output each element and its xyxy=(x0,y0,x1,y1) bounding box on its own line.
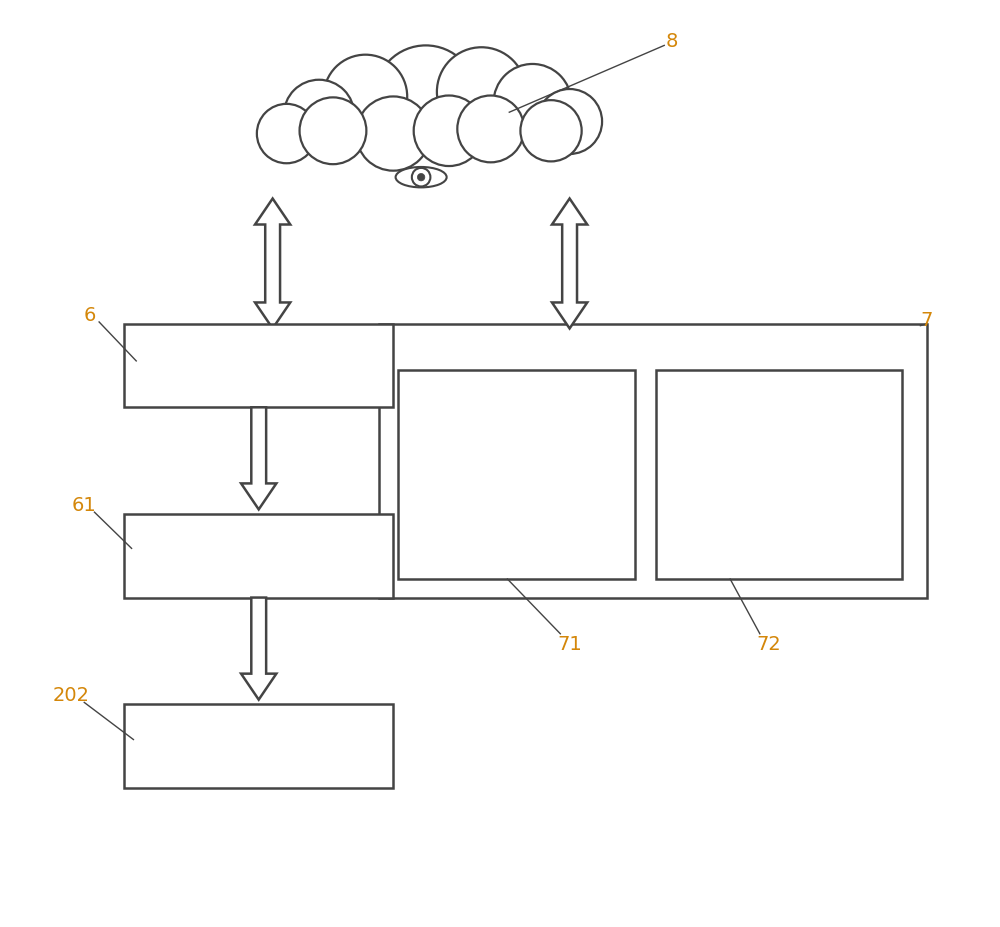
Circle shape xyxy=(417,174,425,182)
Ellipse shape xyxy=(396,168,447,188)
Polygon shape xyxy=(255,199,290,329)
Text: 8: 8 xyxy=(665,32,678,51)
Bar xyxy=(656,371,902,579)
Circle shape xyxy=(324,56,407,139)
Text: 6: 6 xyxy=(84,306,96,324)
Polygon shape xyxy=(241,408,276,510)
Circle shape xyxy=(457,96,524,163)
Text: 71: 71 xyxy=(557,635,582,654)
Circle shape xyxy=(494,65,571,143)
Bar xyxy=(124,514,393,598)
Bar xyxy=(124,324,393,408)
Text: 7: 7 xyxy=(921,311,933,329)
Circle shape xyxy=(537,90,602,155)
Bar xyxy=(124,705,393,788)
Circle shape xyxy=(520,101,582,162)
Text: 61: 61 xyxy=(72,496,97,514)
Bar xyxy=(379,324,927,598)
Polygon shape xyxy=(552,199,587,329)
Circle shape xyxy=(284,81,354,151)
Circle shape xyxy=(414,96,484,167)
Circle shape xyxy=(257,105,316,164)
Circle shape xyxy=(356,97,430,171)
Polygon shape xyxy=(241,598,276,700)
Text: 72: 72 xyxy=(757,635,781,654)
Circle shape xyxy=(412,169,430,187)
Circle shape xyxy=(300,98,366,165)
Text: 202: 202 xyxy=(53,686,90,705)
Bar xyxy=(398,371,635,579)
Circle shape xyxy=(437,48,526,137)
Circle shape xyxy=(375,46,477,148)
